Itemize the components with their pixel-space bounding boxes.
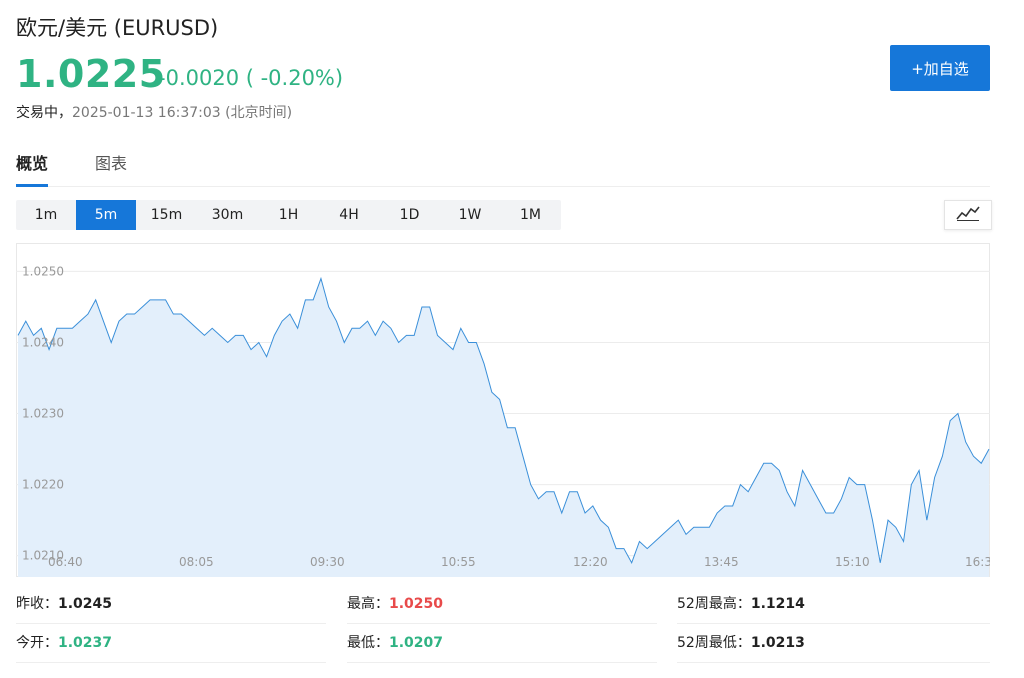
x-tick-label: 10:55 — [441, 555, 476, 569]
stat-high: 最高：1.0250 — [347, 585, 657, 624]
x-tick-label: 08:05 — [179, 555, 214, 569]
tab-chart[interactable]: 图表 — [95, 154, 128, 173]
current-price: 1.0225 — [16, 52, 166, 96]
low-value: 1.0207 — [389, 635, 444, 651]
x-tick-label: 16:3 — [965, 555, 990, 569]
stat-52w-low: 52周最低：1.0213 — [677, 624, 990, 663]
stat-52w-high: 52周最高：1.1214 — [677, 585, 990, 624]
low-label: 最低： — [347, 635, 389, 651]
period-selector: 1m 5m 15m 30m 1H 4H 1D 1W 1M — [16, 200, 561, 230]
period-1w[interactable]: 1W — [458, 207, 482, 223]
period-1mo[interactable]: 1M — [520, 207, 541, 223]
high-value: 1.0250 — [389, 596, 444, 612]
y-tick-label: 1.0240 — [22, 335, 64, 349]
trading-status-label: 交易中， — [16, 105, 72, 121]
stat-open: 今开：1.0237 — [16, 624, 326, 663]
period-5m[interactable]: 5m — [76, 200, 136, 230]
x-tick-label: 15:10 — [835, 555, 870, 569]
low52-value: 1.0213 — [750, 635, 805, 651]
x-tick-label: 06:40 — [48, 555, 83, 569]
y-tick-label: 1.0210 — [22, 549, 64, 563]
price-chart[interactable]: 1.0250 1.0240 1.0230 1.0220 1.0210 06:40 08:05… — [16, 243, 992, 577]
add-watchlist-button[interactable]: +加自选 — [890, 45, 990, 91]
prev-close-value: 1.0245 — [58, 596, 113, 612]
x-tick-label: 12:20 — [573, 555, 608, 569]
period-4h[interactable]: 4H — [339, 207, 359, 223]
high-label: 最高： — [347, 596, 389, 612]
y-tick-label: 1.0220 — [22, 478, 64, 492]
stat-prev-close: 昨收：1.0245 — [16, 585, 326, 624]
open-label: 今开： — [16, 635, 58, 651]
x-tick-label: 09:30 — [310, 555, 345, 569]
open-value: 1.0237 — [58, 635, 113, 651]
y-tick-label: 1.0230 — [22, 407, 64, 421]
main-tabs: 概览 图表 — [16, 150, 990, 187]
x-tick-label: 13:45 — [704, 555, 739, 569]
timestamp: 2025-01-13 16:37:03 — [72, 105, 221, 121]
price-area — [18, 278, 989, 577]
high52-value: 1.1214 — [750, 596, 805, 612]
period-15m[interactable]: 15m — [150, 207, 183, 223]
tab-overview[interactable]: 概览 — [16, 150, 49, 187]
high52-label: 52周最高： — [677, 596, 751, 612]
prev-close-label: 昨收： — [16, 596, 58, 612]
y-tick-label: 1.0250 — [22, 264, 64, 278]
trade-status: 交易中，2025-01-13 16:37:03 (北京时间) — [16, 102, 292, 122]
low52-label: 52周最低： — [677, 635, 751, 651]
period-1d[interactable]: 1D — [399, 207, 420, 223]
price-line — [17, 276, 990, 564]
line-chart-icon — [956, 205, 980, 225]
price-change: -0.0020 ( -0.20%) — [158, 66, 344, 90]
timezone-label: (北京时间) — [225, 105, 293, 121]
period-30m[interactable]: 30m — [211, 207, 244, 223]
period-1m[interactable]: 1m — [34, 207, 58, 223]
chart-type-button[interactable] — [944, 200, 992, 230]
stat-low: 最低：1.0207 — [347, 624, 657, 663]
period-1h[interactable]: 1H — [278, 207, 299, 223]
page-title: 欧元/美元 (EURUSD) — [16, 16, 219, 40]
